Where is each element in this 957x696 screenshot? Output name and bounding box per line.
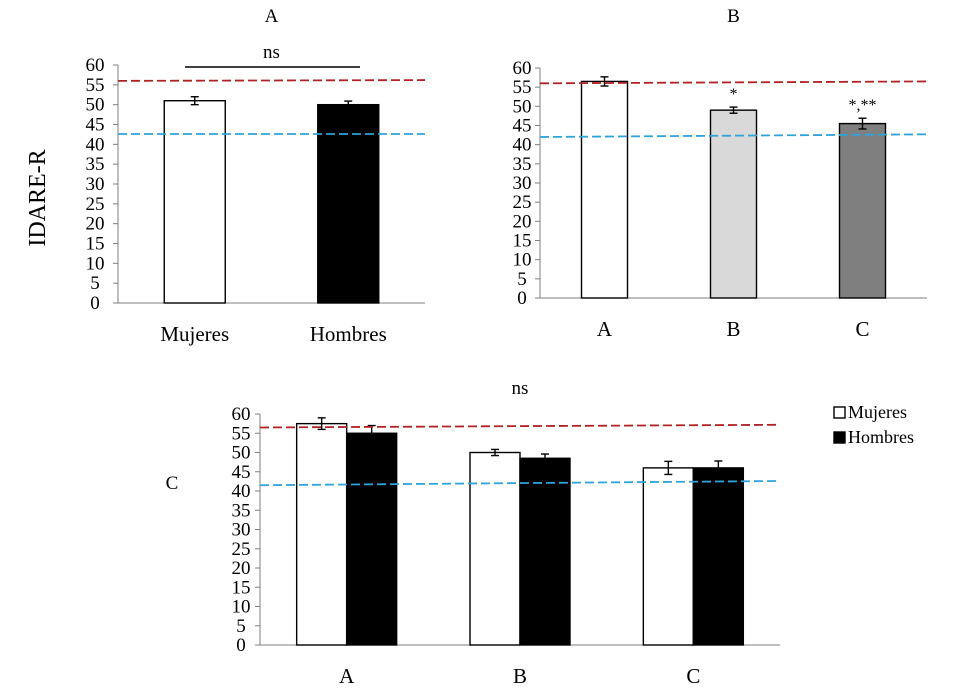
- chart-title: A: [265, 6, 279, 27]
- reference-line: [259, 480, 781, 487]
- chart-title: ns: [512, 378, 529, 399]
- y-tick-label: 10: [232, 597, 251, 618]
- y-tick-label: 55: [232, 423, 251, 444]
- legend-label: Mujeres: [848, 402, 907, 422]
- y-tick-label: 0: [236, 635, 246, 656]
- y-tick-label: 30: [513, 173, 532, 194]
- significance-label: ns: [263, 42, 280, 63]
- y-tick-label: 40: [86, 134, 105, 155]
- y-tick-label: 35: [86, 154, 105, 175]
- bar-mujeres: [469, 451, 521, 646]
- y-tick-label: 60: [232, 404, 251, 425]
- x-tick-label: Hombres: [310, 322, 387, 346]
- y-tick-label: 30: [232, 520, 251, 541]
- x-tick-label: Mujeres: [160, 322, 229, 346]
- y-tick-label: 60: [86, 55, 105, 76]
- x-tick-label: B: [726, 317, 740, 341]
- y-tick-label: 10: [513, 250, 532, 271]
- bar-hombres: [692, 467, 745, 646]
- y-tick-label: 20: [513, 211, 532, 232]
- bar: [163, 99, 226, 304]
- reference-line: [117, 79, 426, 82]
- legend-label: Hombres: [848, 427, 914, 447]
- bar-hombres: [345, 432, 398, 646]
- y-tick-label: 5: [517, 269, 527, 290]
- y-tick-label: 45: [513, 116, 532, 137]
- y-tick-label: 35: [513, 154, 532, 175]
- x-tick-label: C: [855, 317, 869, 341]
- y-tick-label: 60: [513, 58, 532, 79]
- bar: [580, 80, 629, 299]
- bar-mujeres: [295, 422, 348, 646]
- y-tick-label: 5: [236, 616, 246, 637]
- y-tick-label: 40: [513, 135, 532, 156]
- x-tick-label: A: [597, 317, 613, 341]
- y-tick-label: 35: [232, 500, 251, 521]
- y-tick-label: 25: [232, 539, 251, 560]
- y-tick-label: 45: [232, 462, 251, 483]
- bar: [709, 109, 758, 299]
- y-tick-label: 10: [86, 253, 105, 274]
- y-tick-label: 45: [86, 115, 105, 136]
- y-tick-label: 0: [90, 293, 100, 314]
- y-tick-label: 25: [513, 192, 532, 213]
- y-tick-label: 15: [86, 234, 105, 255]
- x-tick-label: B: [513, 664, 527, 688]
- chart-title: B: [727, 6, 740, 27]
- y-tick-label: 30: [86, 174, 105, 195]
- y-tick-label: 50: [86, 95, 105, 116]
- y-tick-label: 15: [513, 231, 532, 252]
- y-tick-label: 25: [86, 194, 105, 215]
- reference-line: [259, 423, 781, 429]
- legend-swatch: [833, 406, 846, 419]
- significance-label: *: [730, 86, 738, 103]
- y-tick-label: 50: [513, 96, 532, 117]
- y-tick-label: 50: [232, 443, 251, 464]
- x-tick-label: A: [339, 664, 355, 688]
- bar-hombres: [519, 457, 571, 646]
- y-tick-label: 55: [513, 77, 532, 98]
- y-tick-label: 0: [517, 288, 527, 309]
- x-tick-label: C: [686, 664, 700, 688]
- bar: [838, 122, 887, 299]
- y-tick-label: 20: [86, 214, 105, 235]
- y-tick-label: 15: [232, 577, 251, 598]
- legend-swatch: [833, 431, 846, 444]
- bar-mujeres: [642, 467, 695, 646]
- significance-label: *,**: [849, 97, 877, 114]
- y-tick-label: 55: [86, 75, 105, 96]
- y-tick-label: 40: [232, 481, 251, 502]
- y-tick-label: 20: [232, 558, 251, 579]
- y-tick-label: 5: [90, 273, 100, 294]
- y-axis-label: IDARE-R: [25, 149, 51, 246]
- panel-label: C: [166, 473, 179, 494]
